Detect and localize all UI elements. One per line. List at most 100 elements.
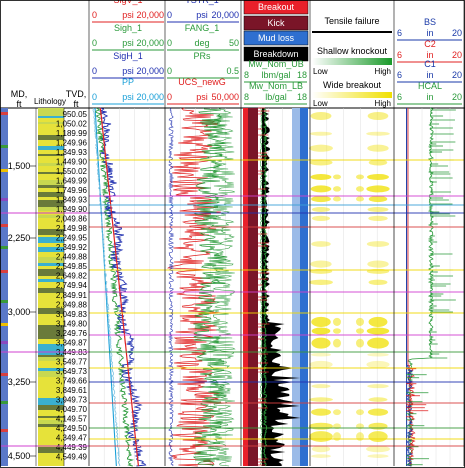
breakout-blob [311, 454, 331, 458]
md-tick-label: 2,250 [8, 233, 31, 243]
c1-curve [405, 108, 414, 467]
track5-curve-max: 20 [452, 92, 462, 102]
track5-curve-max: 20 [452, 50, 462, 60]
lithology-layer [38, 391, 64, 398]
stratigraphy-band [0, 112, 8, 115]
track2-curve-min: 0 [167, 92, 172, 102]
breakout-blob [366, 445, 390, 453]
lithology-layer [38, 163, 64, 166]
lithology-layer [38, 377, 64, 384]
track2-curve-name: PRs [193, 51, 211, 61]
breakout-blob [311, 195, 331, 203]
lithology-layer [38, 166, 64, 168]
lithology-layer [38, 131, 64, 135]
stratigraphy-band [0, 300, 8, 303]
tvd-tick-label: 1,349.93 [56, 148, 88, 157]
breakout-blob [311, 316, 331, 327]
tvd-tick-label: 3,549.77 [56, 357, 88, 366]
stratigraphy-band [0, 429, 8, 432]
md-tick-label: 4,500 [8, 451, 31, 461]
lithology-layer [38, 140, 64, 146]
lithology-layer [38, 323, 64, 325]
breakout-blob [367, 173, 389, 180]
mudloss-flag-column-dark [300, 108, 308, 466]
legend-shallow-knockout-bar [312, 58, 392, 65]
breakout-blob [311, 241, 331, 247]
breakout-blob [366, 327, 390, 335]
track1-curve-unit: psi [122, 38, 134, 48]
lithology-layer [38, 168, 64, 172]
lithology-layer [38, 420, 64, 424]
breakout-blob [356, 317, 364, 326]
tvd-tick-label: 4,549.49 [56, 452, 88, 461]
breakout-blob [310, 173, 332, 180]
lithology-layer [38, 174, 64, 180]
lithology-layer [38, 414, 64, 416]
lithology-layer [38, 447, 64, 453]
lithology-layer [38, 146, 64, 150]
lithology-layer [38, 279, 64, 282]
legend-low: Low [313, 99, 328, 108]
md-tick-label: 3,250 [8, 377, 31, 387]
legend-high: High [375, 67, 391, 76]
mw-lower-bound-curve [259, 107, 263, 467]
track1-curve-unit: psi [122, 10, 134, 20]
flag-legend-label: Breakdown [253, 49, 298, 59]
lithology-layer [38, 223, 64, 226]
sigv-curve [99, 107, 139, 467]
lithology-layer [38, 150, 64, 154]
breakout-blob [333, 186, 341, 192]
lithology-layer [38, 188, 64, 192]
breakout-blob [368, 159, 388, 166]
track3-curve-name: Mw_Nom_LB [249, 81, 303, 91]
lithology-layer [38, 464, 64, 466]
tvd-tick-label: 950.05 [63, 110, 88, 119]
breakout-blob [367, 454, 389, 458]
breakout-blob [310, 185, 332, 193]
lithology-layer [38, 269, 64, 276]
legend-shallow-knockout-label: Shallow knockout [317, 46, 388, 56]
breakout-blob [366, 360, 390, 369]
breakout-blob [356, 409, 364, 416]
lithology-layer [38, 368, 64, 371]
lithology-layer [38, 432, 64, 437]
tvd-tick-label: 3,949.73 [56, 395, 88, 404]
tvd-tick-label: 2,949.88 [56, 300, 88, 309]
md-axis-label-unit: ft [16, 99, 22, 109]
track5-curve-name: C1 [424, 59, 436, 69]
track5-curve-unit: in [426, 70, 433, 80]
tvd-tick-label: 3,849.61 [56, 386, 88, 395]
stratigraphy-band [0, 169, 8, 172]
breakout-blob [309, 144, 333, 152]
track5-curve-min: 6 [397, 50, 402, 60]
breakout-blob [356, 196, 364, 202]
tvd-tick-label: 1,649.99 [56, 177, 88, 186]
track5-curve-unit: in [426, 92, 433, 102]
track5-curve-unit: in [426, 28, 433, 38]
breakout-blob [311, 445, 331, 453]
tvd-tick-label: 1,749.96 [56, 186, 88, 195]
breakout-blob [356, 186, 364, 192]
tvd-tick-label: 1,550.02 [56, 167, 88, 176]
lithology-layer [38, 282, 64, 288]
tvd-tick-label: 1,449.90 [56, 158, 88, 167]
md-tick-label: 3,000 [8, 307, 31, 317]
flag-legend-3 [243, 46, 309, 62]
track5-curve-name: HCAL [418, 81, 442, 91]
tvd-tick-label: 2,749.94 [56, 281, 88, 290]
tvd-tick-label: 1,189.99 [56, 129, 88, 138]
tvd-tick-label: 3,649.73 [56, 367, 88, 376]
kick-flag-column [248, 108, 258, 466]
track2-curve-min: 0 [167, 10, 172, 20]
lithology-layer [38, 314, 64, 318]
breakout-blob [333, 409, 341, 416]
track1-curve-min: 0 [92, 66, 97, 76]
lithology-layer [38, 116, 64, 118]
track5-curve-name: C2 [424, 39, 436, 49]
track5-curve-min: 6 [397, 92, 402, 102]
legend-wide-breakout-label: Wide breakout [323, 80, 382, 90]
lithology-layer [38, 263, 64, 266]
breakout-blob [356, 328, 364, 334]
lithology-layer [38, 339, 64, 344]
track3-curve-unit: lbm/gal [261, 70, 290, 80]
